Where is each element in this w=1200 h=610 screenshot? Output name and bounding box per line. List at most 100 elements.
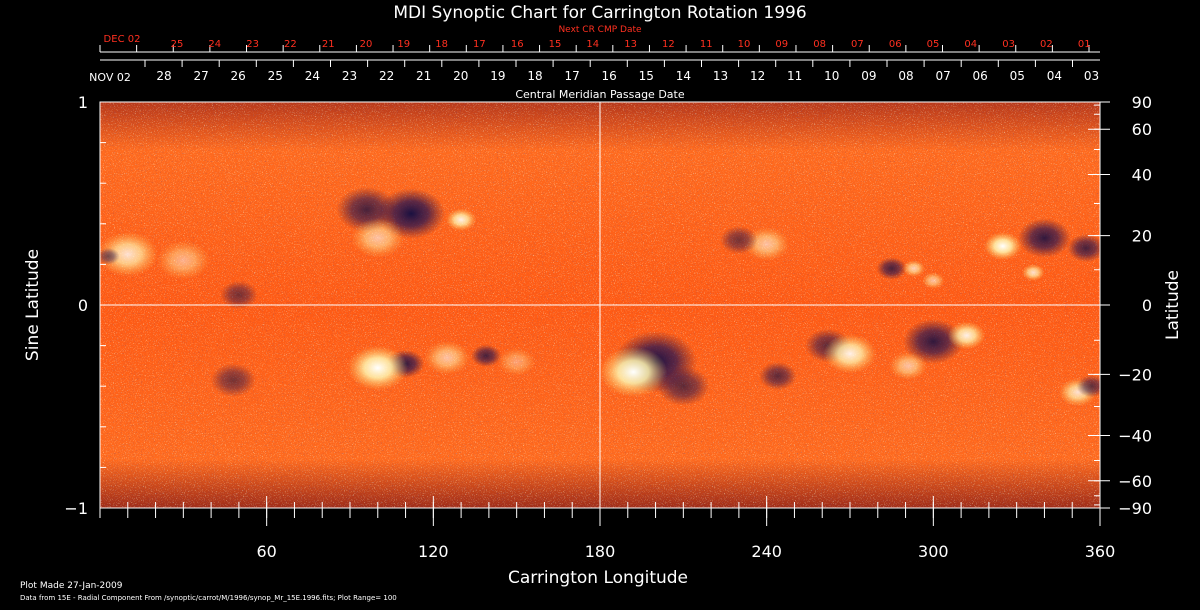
active-region-negative <box>903 319 964 364</box>
date-axis-tick-label: 03 <box>1084 69 1099 83</box>
bottom-tick-label: 60 <box>256 542 276 561</box>
top-axis-tick-label: 21 <box>322 39 335 50</box>
top-axis-tick-label: 01 <box>1078 39 1091 50</box>
top-axis-tick-label: 18 <box>435 39 448 50</box>
top-axis-tick-label: 07 <box>851 39 864 50</box>
active-region-negative <box>758 362 797 391</box>
bottom-tick-label: 180 <box>585 542 616 561</box>
active-region-negative <box>210 363 257 397</box>
date-axis-tick-label: 12 <box>750 69 765 83</box>
bottom-tick-label: 300 <box>918 542 949 561</box>
top-axis-tick-label: 04 <box>964 39 977 50</box>
date-axis-start-label: NOV 02 <box>89 71 131 84</box>
active-region-positive <box>347 345 409 391</box>
top-axis-tick-label: 08 <box>813 39 826 50</box>
date-axis-tick-label: 23 <box>342 69 357 83</box>
bottom-axis: 60 120 180 240 300 360 <box>99 496 1115 561</box>
date-axis-tick-label: 22 <box>379 69 394 83</box>
active-region-positive <box>351 218 405 258</box>
active-region-negative <box>1017 218 1071 258</box>
y-axis-label: Sine Latitude <box>23 249 43 361</box>
active-region-negative <box>219 280 258 309</box>
top-axis-tick-label: 23 <box>246 39 259 50</box>
active-region-negative <box>470 344 502 367</box>
date-axis-tick-label: 17 <box>564 69 579 83</box>
active-region-positive <box>921 272 945 290</box>
top-axis-tick-label: 11 <box>700 39 713 50</box>
date-axis-tick-label: 13 <box>713 69 728 83</box>
top-axis-tick-label: 14 <box>586 39 599 50</box>
date-axis-tick-label: 20 <box>453 69 468 83</box>
date-axis-tick-label: 05 <box>1010 69 1025 83</box>
plot-made-label: Plot Made 27-Jan-2009 <box>20 581 123 591</box>
date-axis-tick-label: 18 <box>527 69 542 83</box>
active-region-negative <box>719 226 758 255</box>
active-region-positive <box>424 340 470 375</box>
date-axis-tick-label: 04 <box>1047 69 1062 83</box>
right-tick-label: 60 <box>1132 120 1152 139</box>
top-axis-tick-label: 25 <box>171 39 184 50</box>
top-axis-tick-label: 17 <box>473 39 486 50</box>
right-tick-label: −20 <box>1118 365 1152 384</box>
bottom-tick-label: 120 <box>418 542 449 561</box>
top-axis-tick-label: 22 <box>284 39 297 50</box>
right-tick-label: 40 <box>1132 166 1152 185</box>
right-tick-label: 90 <box>1132 93 1152 112</box>
top-axis-label: Next CR CMP Date <box>558 25 642 35</box>
date-axis-tick-label: 19 <box>490 69 505 83</box>
top-axis-tick-label: 13 <box>624 39 637 50</box>
top-axis-tick-label: 20 <box>360 39 373 50</box>
chart-title: MDI Synoptic Chart for Carrington Rotati… <box>393 3 806 23</box>
top-axis-tick-label: 12 <box>662 39 675 50</box>
date-axis-tick-label: 26 <box>231 69 246 83</box>
date-axis-tick-label: 16 <box>602 69 617 83</box>
top-axis: 25 24 23 22 21 20 19 18 17 16 15 14 13 12 11 10 09 08 07 06… <box>99 39 1100 53</box>
active-region-negative <box>656 366 710 406</box>
top-axis-tick-label: 15 <box>549 39 562 50</box>
date-axis-tick-label: 07 <box>935 69 950 83</box>
top-axis-tick-label: 06 <box>889 39 902 50</box>
bottom-tick-label: 240 <box>751 542 782 561</box>
right-axis: 90 60 40 20 0 −20 −40 −60 −90 <box>1088 93 1152 518</box>
date-axis-label: Central Meridian Passage Date <box>515 88 684 101</box>
date-axis-tick-label: 10 <box>824 69 839 83</box>
left-tick-label: 1 <box>78 93 88 112</box>
active-region-positive <box>445 208 477 231</box>
active-region-negative <box>1076 375 1100 398</box>
x-axis-label: Carrington Longitude <box>508 568 688 588</box>
active-region-positive <box>1021 264 1045 281</box>
active-region-positive <box>599 346 668 398</box>
active-region-positive <box>497 347 536 376</box>
right-tick-label: 20 <box>1132 227 1152 246</box>
active-region-positive <box>889 351 928 380</box>
date-axis-tick-label: 24 <box>305 69 320 83</box>
top-axis-tick-label: 10 <box>738 39 751 50</box>
active-region-negative <box>100 247 120 265</box>
right-tick-label: −90 <box>1118 499 1152 518</box>
data-source-label: Data from 15E - Radial Component From /s… <box>20 594 397 602</box>
plot-area <box>99 101 1101 509</box>
right-tick-label: −40 <box>1118 426 1152 445</box>
date-axis-tick-label: 14 <box>676 69 691 83</box>
top-axis-tick-label: 05 <box>927 39 940 50</box>
top-axis-tick-label: 03 <box>1002 39 1015 50</box>
top-axis-tick-label: 24 <box>208 39 221 50</box>
active-region-positive <box>983 232 1022 261</box>
active-region-positive <box>902 260 926 277</box>
date-axis-tick-label: 28 <box>156 69 171 83</box>
date-axis-tick-label: 15 <box>639 69 654 83</box>
top-axis-start-label: DEC 02 <box>104 34 141 45</box>
active-region-negative <box>1067 234 1100 263</box>
left-tick-label: −1 <box>64 499 88 518</box>
left-axis: 1 0 −1 <box>64 93 112 518</box>
active-regions <box>100 187 1100 407</box>
active-region-positive <box>947 321 986 350</box>
date-axis-tick-label: 21 <box>416 69 431 83</box>
right-tick-label: −60 <box>1118 472 1152 491</box>
date-axis-tick-label: 27 <box>193 69 208 83</box>
date-axis: 28 27 26 25 24 23 22 21 20 19 18 17 16 15 14 13 12 11 10 09… <box>100 59 1100 83</box>
top-axis-tick-label: 02 <box>1040 39 1053 50</box>
active-region-positive <box>823 334 877 374</box>
active-region-positive <box>100 231 159 277</box>
